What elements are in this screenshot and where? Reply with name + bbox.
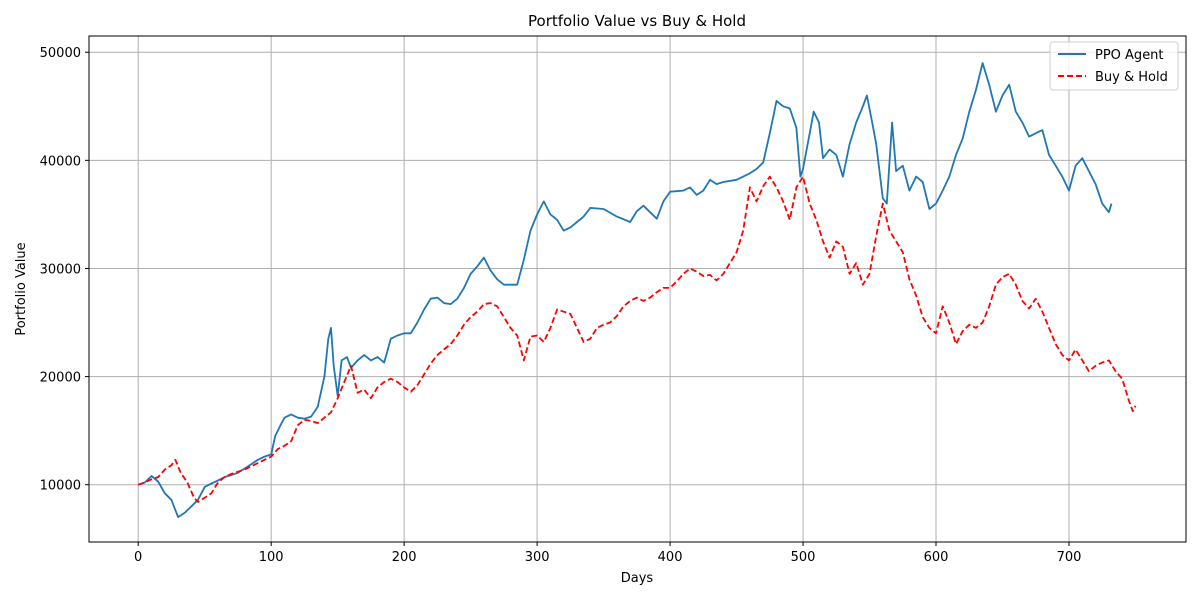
x-axis-label: Days bbox=[621, 571, 654, 586]
ppo-agent-line bbox=[137, 62, 1113, 518]
series-layer bbox=[137, 62, 1137, 518]
y-tick-label: 40000 bbox=[40, 154, 81, 169]
legend-label-ppo-agent: PPO Agent bbox=[1095, 48, 1164, 63]
chart-title: Portfolio Value vs Buy & Hold bbox=[528, 12, 746, 30]
x-tick-label: 700 bbox=[1057, 550, 1082, 565]
y-tick-label: 10000 bbox=[40, 479, 81, 494]
x-tick-label: 600 bbox=[924, 550, 949, 565]
tick-layer: 0 100 200 300 400 500 600 700 10000 20000 30000 400… bbox=[40, 46, 1082, 565]
x-tick-label: 400 bbox=[658, 550, 683, 565]
x-tick-label: 300 bbox=[525, 550, 550, 565]
buy-hold-line bbox=[137, 175, 1137, 503]
x-tick-label: 100 bbox=[259, 550, 284, 565]
y-tick-label: 30000 bbox=[40, 262, 81, 277]
x-tick-label: 200 bbox=[392, 550, 417, 565]
y-tick-label: 50000 bbox=[40, 46, 81, 61]
plot-frame bbox=[88, 35, 1187, 543]
legend-label-buy-hold: Buy & Hold bbox=[1095, 70, 1168, 85]
x-tick-label: 500 bbox=[791, 550, 816, 565]
y-axis-label: Portfolio Value bbox=[14, 242, 29, 335]
x-tick-label: 0 bbox=[134, 550, 142, 565]
grid bbox=[89, 36, 1186, 542]
legend: PPO Agent Buy & Hold bbox=[1049, 41, 1179, 91]
y-tick-label: 20000 bbox=[40, 371, 81, 386]
